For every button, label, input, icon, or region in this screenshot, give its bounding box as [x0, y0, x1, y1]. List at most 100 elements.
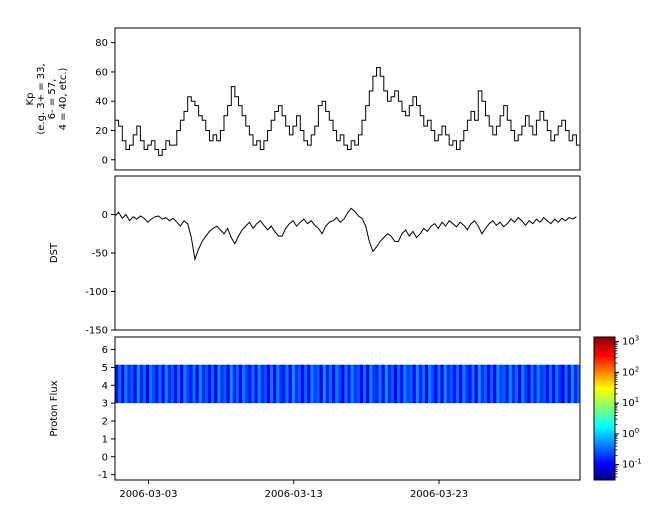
proton-flux-column — [403, 364, 407, 404]
proton-flux-column — [465, 364, 469, 404]
colorbar-border — [593, 336, 616, 481]
proton-flux-column — [431, 364, 435, 404]
proton-flux-column — [474, 364, 479, 404]
proton-flux-column — [183, 364, 187, 404]
proton-flux-column — [170, 364, 175, 404]
proton-flux-column — [294, 364, 299, 404]
proton-flux-column — [421, 364, 426, 404]
proton-y-tick-label: -1 — [98, 470, 108, 481]
kp-y-tick-label: 0 — [102, 155, 108, 166]
colorbar — [594, 337, 615, 480]
proton-flux-column — [260, 364, 265, 404]
proton-flux-column — [505, 364, 510, 404]
proton-flux-column — [375, 364, 379, 404]
proton-flux-column — [434, 364, 438, 404]
proton-flux-column — [220, 364, 224, 404]
proton-flux-column — [115, 364, 119, 404]
proton-flux-column — [483, 364, 488, 404]
proton-flux-column — [279, 364, 283, 404]
proton-flux-column — [266, 364, 271, 404]
proton-flux-column — [127, 364, 131, 404]
x-tick-label: 2006-03-13 — [265, 489, 323, 500]
proton-flux-column — [406, 364, 410, 404]
proton-flux-column — [338, 364, 342, 404]
proton-flux-column — [390, 364, 395, 404]
colorbar-tick-label: 100 — [622, 427, 639, 440]
colorbar-tick-label: 103 — [622, 335, 639, 348]
dst-y-tick-label: -50 — [92, 249, 108, 260]
proton-flux-column — [347, 364, 351, 404]
proton-flux-column — [456, 364, 460, 404]
proton-flux-column — [328, 364, 333, 404]
proton-flux-column — [449, 364, 454, 404]
dst-line — [114, 207, 577, 262]
proton-flux-column — [521, 364, 525, 404]
proton-flux-column — [155, 364, 159, 404]
proton-y-tick-label: 4 — [102, 381, 108, 392]
proton-flux-column — [508, 364, 513, 404]
proton-flux-band — [115, 364, 581, 404]
proton-flux-column — [195, 364, 200, 404]
proton-flux-column — [180, 364, 184, 404]
kp-ylabel: Kp(e.g. 3+ = 33,6- = 57,4 = 40, etc.) — [25, 63, 69, 134]
proton-flux-column — [524, 364, 528, 404]
proton-flux-column — [192, 364, 196, 404]
x-tick-label: 2006-03-23 — [410, 489, 468, 500]
proton-flux-column — [502, 364, 506, 404]
proton-flux-column — [527, 364, 531, 404]
proton-flux-column — [263, 364, 268, 404]
proton-flux-column — [428, 364, 432, 404]
proton-flux-column — [242, 364, 246, 404]
proton-flux-column — [152, 364, 156, 404]
proton-flux-column — [133, 364, 138, 404]
proton-flux-column — [214, 364, 218, 404]
proton-flux-column — [567, 364, 572, 404]
proton-flux-column — [273, 364, 277, 404]
proton-flux-column — [545, 364, 550, 404]
proton-flux-column — [254, 364, 258, 404]
proton-panel-border — [114, 336, 581, 481]
proton-flux-column — [440, 364, 444, 404]
proton-flux-column — [555, 364, 559, 404]
proton-flux-column — [341, 364, 345, 404]
kp-y-tick-label: 40 — [95, 97, 108, 108]
proton-flux-column — [493, 364, 497, 404]
proton-flux-column — [288, 364, 293, 404]
proton-flux-column — [552, 364, 556, 404]
x-tick-label: 2006-03-03 — [119, 489, 177, 500]
proton-flux-column — [350, 364, 355, 404]
proton-flux-column — [366, 364, 370, 404]
proton-flux-column — [291, 364, 296, 404]
proton-flux-column — [285, 364, 289, 404]
proton-flux-column — [561, 364, 565, 404]
proton-flux-column — [570, 364, 575, 404]
proton-flux-column — [301, 364, 305, 404]
proton-flux-column — [164, 364, 169, 404]
proton-flux-column — [130, 364, 134, 404]
proton-flux-column — [335, 364, 339, 404]
proton-flux-column — [239, 364, 243, 404]
proton-flux-column — [415, 364, 420, 404]
proton-flux-column — [539, 364, 544, 404]
proton-flux-column — [530, 364, 534, 404]
proton-flux-column — [443, 364, 448, 404]
proton-flux-column — [223, 364, 227, 404]
proton-flux-column — [477, 364, 482, 404]
proton-flux-column — [437, 364, 441, 404]
proton-flux-column — [514, 364, 519, 404]
kp-y-tick-label: 60 — [95, 67, 108, 78]
proton-flux-column — [387, 364, 392, 404]
proton-y-tick-label: 3 — [102, 399, 108, 410]
proton-flux-column — [394, 364, 398, 404]
proton-flux-column — [161, 364, 165, 404]
proton-flux-column — [319, 364, 324, 404]
proton-flux-column — [208, 364, 212, 404]
proton-flux-column — [149, 364, 153, 404]
colorbar-tick-label: 10-1 — [622, 458, 642, 471]
proton-flux-column — [381, 364, 386, 404]
proton-flux-column — [173, 364, 178, 404]
proton-flux-column — [372, 364, 376, 404]
proton-flux-column — [564, 364, 568, 404]
proton-flux-column — [549, 364, 553, 404]
proton-flux-column — [409, 364, 413, 404]
